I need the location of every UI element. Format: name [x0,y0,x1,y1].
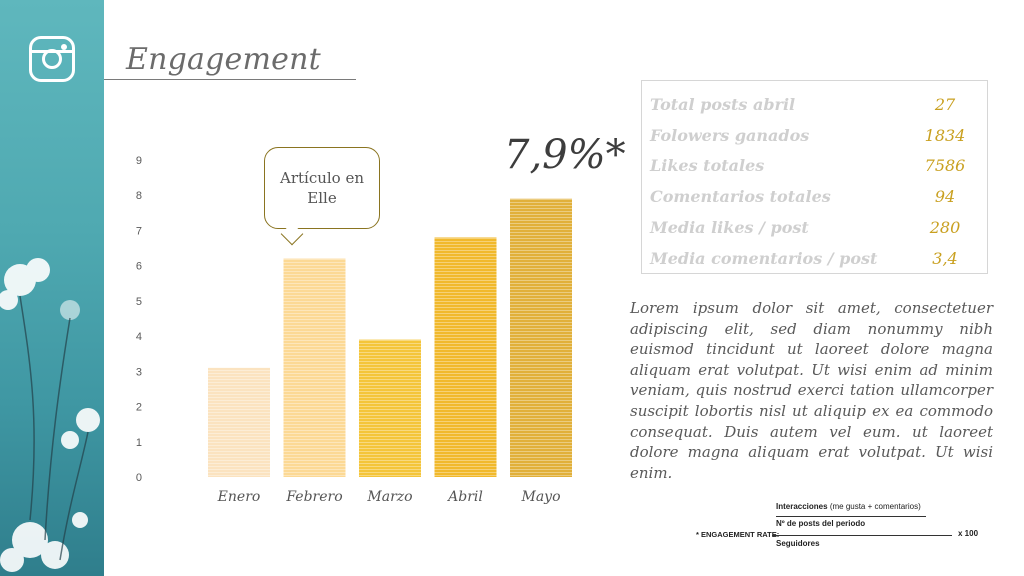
formula-label: * ENGAGEMENT RATE: [696,530,780,539]
stat-value: 94 [934,187,956,207]
stat-row: Total posts abril 27 [642,89,987,120]
callout-line-1: Artículo en [279,169,365,187]
formula-numerator-divisor: Nº de posts del periodo [776,519,866,528]
stat-label: Media likes / post [650,218,809,238]
bar-enero [208,367,270,477]
formula-inner-line [776,516,926,517]
y-tick-label: 6 [136,261,142,273]
stats-table: Total posts abril 27 Folowers ganados 1834 L… [641,80,988,274]
stat-label: Total posts abril [650,94,796,114]
formula-multiplier: x 100 [958,529,979,538]
bar-abril [434,237,497,477]
stat-value: 1834 [924,125,966,145]
stat-row: Media likes / post 280 [642,212,987,243]
side-decoration [0,0,104,576]
formula-numerator-main: Interacciones [776,502,828,511]
y-tick-label: 3 [136,366,142,378]
x-category-label: Mayo [520,489,560,505]
stat-value: 3,4 [932,248,958,268]
x-category-label: Marzo [366,489,412,505]
bar-mayo [510,198,572,477]
stat-value: 280 [929,218,961,238]
stat-row: Folowers ganados 1834 [642,120,987,151]
stat-label: Comentarios totales [650,187,831,207]
stat-row: Comentarios totales 94 [642,181,987,212]
formula-main-line [772,535,952,536]
flowers-decoration [0,258,100,572]
stat-label: Folowers ganados [650,125,810,145]
formula-numerator: Interacciones (me gusta + comentarios) [776,502,921,511]
bar-febrero [283,258,346,477]
stat-value: 27 [934,94,956,114]
bar-marzo [359,339,421,477]
x-category-label: Febrero [285,489,342,505]
y-tick-label: 5 [136,296,142,308]
engagement-formula: Interacciones (me gusta + comentarios) N… [696,502,986,552]
x-category-label: Enero [217,489,261,505]
y-tick-label: 2 [136,402,142,414]
stat-row: Likes totales 7586 [642,151,987,182]
instagram-icon [29,36,75,82]
y-tick-label: 8 [136,190,142,202]
callout-line-2: Elle [307,189,337,207]
formula-denominator: Seguidores [776,539,820,548]
bar-chart: 0 1 2 3 4 5 6 7 8 9 Enero Febrero Marzo Abril Mayo [136,155,572,505]
chart-callout: Artículo en Elle [264,147,380,229]
y-tick-label: 1 [136,437,142,449]
title-underline [104,79,356,80]
formula-numerator-note: (me gusta + comentarios) [829,502,921,511]
y-tick-label: 7 [136,225,142,237]
stat-row: Media comentarios / post 3,4 [642,243,987,274]
stat-label: Media comentarios / post [650,248,878,268]
engagement-rate-value: 7,9%* [504,132,626,178]
y-tick-label: 9 [136,155,142,167]
stat-label: Likes totales [650,156,765,176]
x-category-label: Abril [446,489,483,505]
page-title: Engagement [126,42,321,77]
stat-value: 7586 [924,156,966,176]
y-tick-label: 0 [136,472,142,484]
description-paragraph: Lorem ipsum dolor sit amet, consectetuer… [630,299,993,482]
y-tick-label: 4 [136,331,142,343]
